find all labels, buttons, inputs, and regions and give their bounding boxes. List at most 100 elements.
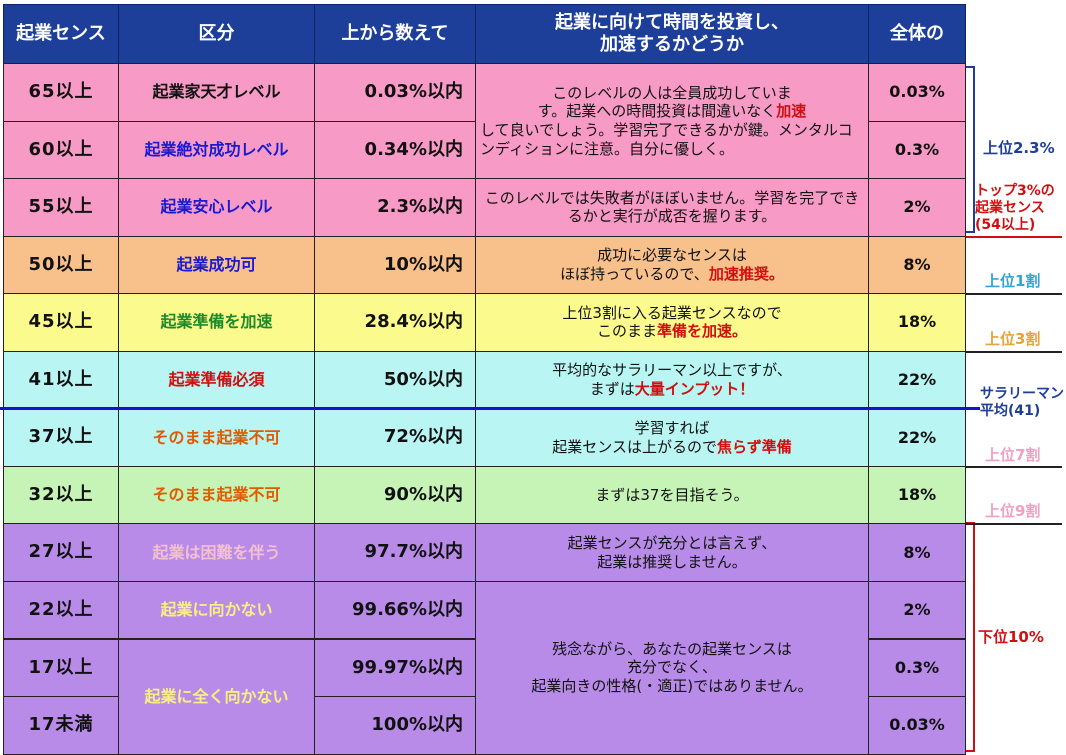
desc-text: このレベルの人は全員成功していま (552, 83, 792, 102)
side-divider (966, 236, 1062, 238)
desc-text: 成功に必要なセンスは (597, 246, 747, 265)
side-divider (966, 293, 1062, 295)
score-cell: 45以上 (3, 293, 119, 352)
label-bottom-10: 下位10% (978, 628, 1044, 646)
desc-cell-5: 平均的なサラリーマン以上ですが、 まずは大量インプット！ (475, 350, 869, 410)
percent-cell: 90%以内 (314, 465, 476, 525)
share-cell: 22% (868, 408, 966, 467)
side-label-line: サラリーマン (980, 386, 1064, 402)
desc-cell-9: 残念ながら、あなたの起業センスは 充分でなく、 起業向きの性格(・適正)ではありませ… (475, 580, 869, 755)
label-top-2-3: 上位2.3% (983, 139, 1055, 157)
percent-cell: 0.03%以内 (314, 63, 476, 122)
desc-cell-4: 上位3割に入る起業センスなので このまま準備を加速。 (475, 293, 869, 352)
side-label-line: 上位7割 (985, 446, 1041, 464)
desc-cell-1: このレベルの人は全員成功していま す。起業への時間投資は間違いなく加速 して良いでし… (475, 63, 869, 180)
desc-line: ほぼ持っているので、加速推奨。 (560, 265, 784, 284)
header-cell-0: 起業センス (3, 4, 119, 64)
desc-text: まずは37を目指そう。 (595, 485, 749, 504)
desc-line: このまま準備を加速。 (597, 322, 747, 341)
desc-text: ほぼ持っているので、 (560, 264, 709, 283)
desc-text: 起業センスが充分とは言えず、 (567, 533, 777, 552)
class-cell: 起業準備必須 (118, 350, 315, 410)
desc-text: このまま (596, 322, 657, 341)
share-cell: 8% (868, 523, 966, 582)
desc-cell-3: 成功に必要なセンスは ほぼ持っているので、加速推奨。 (475, 235, 869, 295)
desc-highlight: 加速 (776, 102, 807, 121)
desc-text: 学習すれば (634, 418, 710, 437)
percent-cell: 2.3%以内 (314, 178, 476, 237)
desc-line: 起業は推奨しません。 (597, 553, 747, 572)
desc-cell-7: まずは37を目指そう。 (475, 465, 869, 525)
side-label-line: 上位1割 (985, 272, 1041, 290)
desc-line: 学習すれば (634, 419, 709, 438)
desc-cell-8: 起業センスが充分とは言えず、 起業は推奨しません。 (475, 523, 869, 582)
desc-line: 起業センスは上がるので焦らず準備 (552, 438, 791, 457)
percent-cell: 50%以内 (314, 350, 476, 410)
desc-highlight: 焦らず準備 (717, 437, 792, 456)
class-cell: 起業家天才レベル (118, 63, 315, 122)
desc-text: 起業向きの性格(・適正)ではありません。 (531, 677, 813, 696)
share-cell: 2% (868, 580, 966, 640)
score-cell: 22以上 (3, 580, 119, 640)
label-average: サラリーマン 平均(41) (980, 386, 1064, 420)
score-cell: 50以上 (3, 235, 119, 295)
desc-line: 残念ながら、あなたの起業センスは (552, 640, 792, 659)
percent-cell: 72%以内 (314, 408, 476, 467)
desc-text: して良いでしょう。学習完了できるかが鍵。メンタルコンディションに注意。自分に優し… (480, 121, 853, 158)
desc-line: このレベルの人は全員成功していま (552, 84, 792, 103)
desc-highlight: 準備を加速。 (657, 322, 748, 341)
desc-highlight: 大量インプット！ (634, 380, 755, 399)
label-top-3w: 上位3割 (985, 330, 1040, 348)
desc-text: 充分でなく、 (626, 658, 717, 677)
label-top-1: 上位1割 (985, 272, 1040, 290)
header-cell-4: 全体の (868, 4, 966, 64)
desc-text: 残念ながら、あなたの起業センスは (552, 639, 792, 658)
score-cell: 32以上 (3, 465, 119, 525)
average-line (0, 407, 980, 411)
desc-highlight: 加速推奨。 (708, 264, 784, 283)
desc-line: 充分でなく、 (627, 658, 717, 677)
score-cell: 65以上 (3, 63, 119, 122)
score-cell: 37以上 (3, 408, 119, 467)
class-cell-merged: 起業に全く向かない (118, 638, 315, 755)
desc-line: 平均的なサラリーマン以上ですが、 (552, 361, 792, 380)
class-cell: 起業成功可 (118, 235, 315, 295)
side-label-line: トップ3%の (975, 183, 1055, 199)
header-cell-2: 上から数えて (314, 4, 476, 64)
desc-text: 平均的なサラリーマン以上ですが、 (552, 361, 792, 380)
share-cell: 18% (868, 293, 966, 352)
side-label-line: 起業センス (975, 199, 1045, 216)
class-cell: 起業絶対成功レベル (118, 120, 315, 180)
share-cell: 0.3% (868, 638, 966, 698)
label-top-7: 上位7割 (985, 446, 1040, 464)
share-cell: 0.03% (868, 696, 966, 755)
percent-cell: 99.97%以内 (314, 638, 476, 698)
share-cell: 22% (868, 350, 966, 410)
score-cell: 41以上 (3, 350, 119, 410)
desc-cell-6: 学習すれば 起業センスは上がるので焦らず準備 (475, 408, 869, 467)
class-cell: そのまま起業不可 (118, 408, 315, 467)
label-top-3: トップ3%の 起業センス (54以上) (975, 183, 1055, 233)
desc-text: 起業センスは上がるので (552, 437, 717, 456)
side-label-line: (54以上) (975, 216, 1036, 233)
header-cell-1: 区分 (118, 4, 315, 64)
score-cell: 17未満 (3, 696, 119, 755)
side-divider (966, 351, 1062, 353)
desc-text: 上位3割に入る起業センスなので (562, 303, 782, 322)
percent-cell: 10%以内 (314, 235, 476, 295)
share-cell: 0.03% (868, 63, 966, 122)
percent-cell: 97.7%以内 (314, 523, 476, 582)
side-label-line: 下位10% (978, 628, 1044, 646)
percent-cell: 99.66%以内 (314, 580, 476, 640)
desc-text: このレベルでは失敗者がほぼいません。学習を完了できるかと実行が成否を握ります。 (484, 188, 860, 226)
desc-line: 起業センスが充分とは言えず、 (568, 534, 777, 553)
desc-line: 上位3割に入る起業センスなので (562, 304, 781, 323)
side-label-line: 上位3割 (985, 330, 1041, 348)
class-cell: 起業準備を加速 (118, 293, 315, 352)
percent-cell: 0.34%以内 (314, 120, 476, 180)
side-label-line: 上位9割 (985, 502, 1041, 520)
desc-line: して良いでしょう。学習完了できるかが鍵。メンタルコンディションに注意。自分に優し… (480, 121, 864, 159)
label-top-9: 上位9割 (985, 502, 1040, 520)
class-cell: 起業安心レベル (118, 178, 315, 237)
